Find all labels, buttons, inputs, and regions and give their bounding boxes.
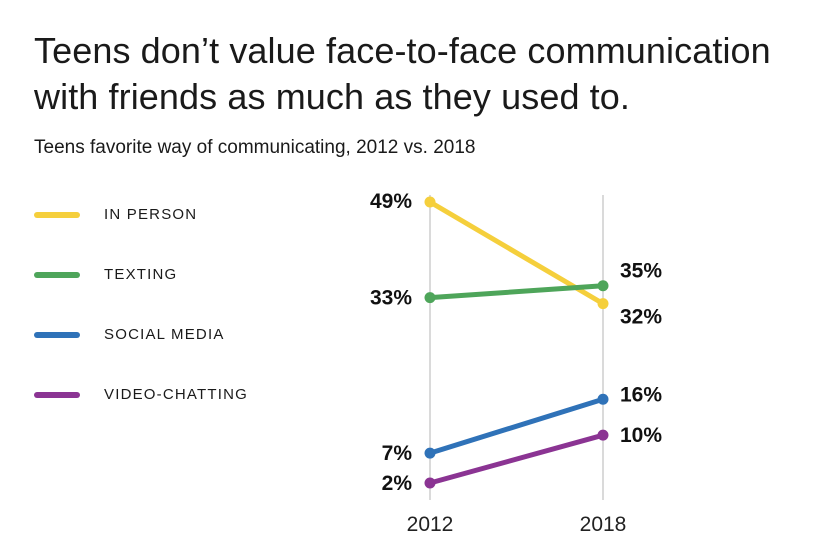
value-label-social-media-2018: 16%	[620, 383, 662, 406]
series-line-social-media	[427, 396, 606, 456]
point-texting-2018	[597, 280, 609, 292]
value-label-texting-2012: 33%	[370, 287, 412, 310]
point-in-person-2012	[424, 196, 436, 208]
series-line-video-chatting	[427, 432, 606, 486]
legend-label-in-person: IN PERSON	[104, 206, 198, 223]
legend-swatch-social-media	[34, 332, 80, 338]
legend: IN PERSON TEXTING SOCIAL MEDIA VIDEO-CHA…	[34, 198, 334, 438]
value-label-social-media-2012: 7%	[382, 442, 413, 465]
value-label-in-person-2018: 32%	[620, 306, 662, 329]
point-video-chatting-2018	[597, 429, 609, 441]
x-tick-label-2012: 2012	[407, 513, 454, 536]
value-label-video-chatting-2012: 2%	[382, 472, 413, 495]
legend-swatch-video-chatting	[34, 392, 80, 398]
point-in-person-2018	[597, 298, 609, 310]
legend-item-texting: TEXTING	[34, 258, 334, 318]
series-line-texting	[427, 283, 606, 301]
legend-label-texting: TEXTING	[104, 266, 178, 283]
legend-swatch-texting	[34, 272, 80, 278]
chart-title: Teens don’t value face-to-face communica…	[34, 30, 771, 117]
point-video-chatting-2012	[424, 477, 436, 489]
legend-swatch-in-person	[34, 212, 80, 218]
x-tick-label-2018: 2018	[580, 513, 627, 536]
point-social-media-2018	[597, 393, 609, 405]
value-label-video-chatting-2018: 10%	[620, 424, 662, 447]
legend-item-in-person: IN PERSON	[34, 198, 334, 258]
legend-item-social-media: SOCIAL MEDIA	[34, 318, 334, 378]
legend-label-social-media: SOCIAL MEDIA	[104, 326, 225, 343]
value-label-texting-2018: 35%	[620, 260, 662, 283]
legend-item-video-chatting: VIDEO-CHATTING	[34, 378, 334, 438]
value-label-in-person-2012: 49%	[370, 190, 412, 213]
chart-subtitle: Teens favorite way of communicating, 201…	[34, 137, 476, 158]
point-texting-2012	[424, 292, 436, 304]
legend-label-video-chatting: VIDEO-CHATTING	[104, 386, 249, 403]
point-social-media-2012	[424, 447, 436, 459]
